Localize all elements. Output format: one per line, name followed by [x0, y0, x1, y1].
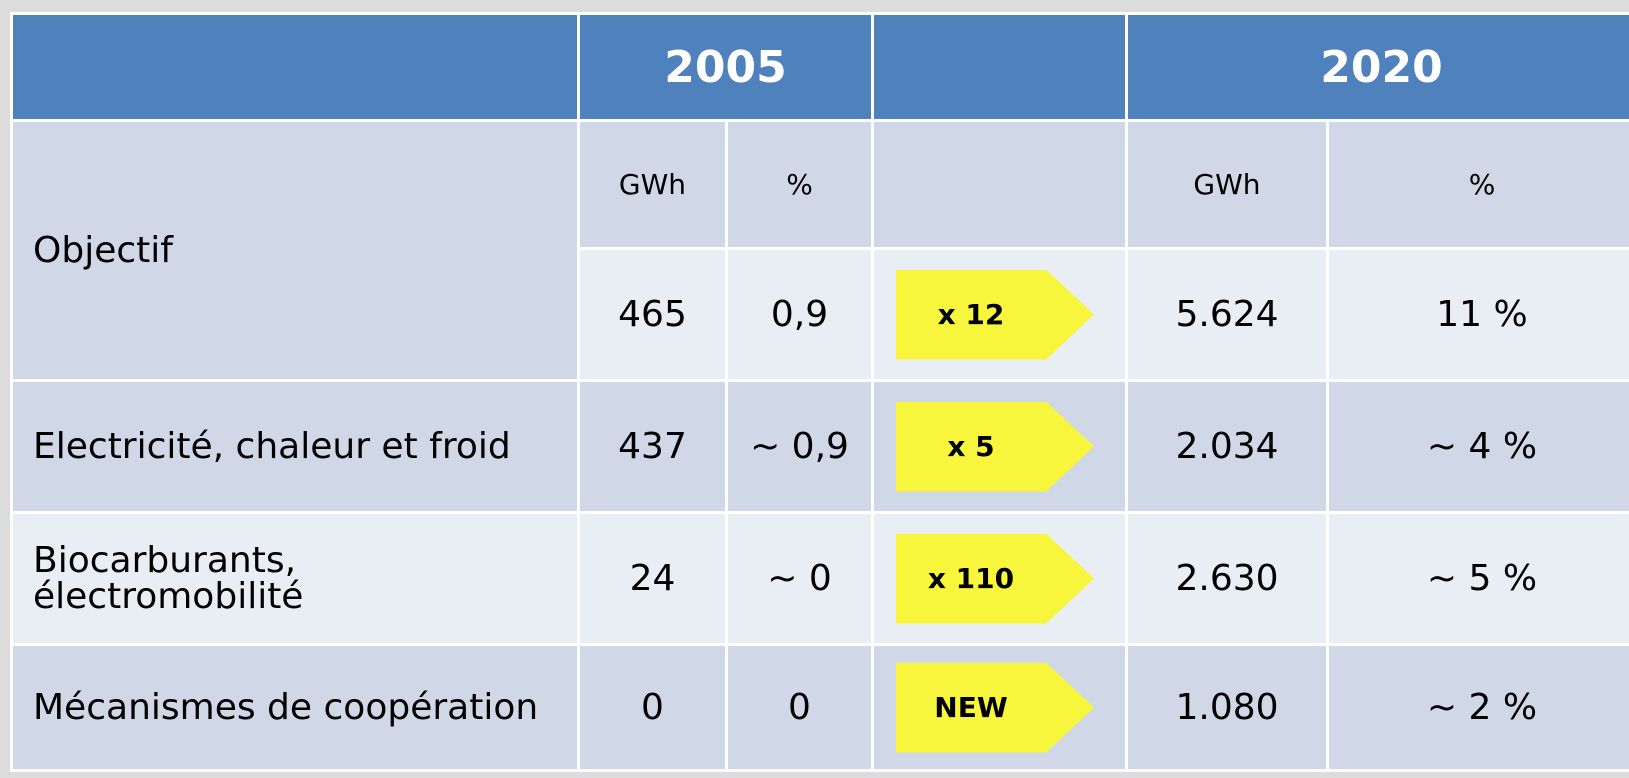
value-cell: 0,9 — [725, 247, 874, 382]
data-row: 465 0,9 x 12 5.624 11 % — [12, 247, 1629, 382]
value-cell: ~ 4 % — [1326, 379, 1629, 514]
value-cell: 0 — [725, 643, 874, 772]
data-row: Mécanismes de coopération 0 0 NEW 1.080 ~ 2 % — [10, 643, 1629, 772]
empty-cell — [871, 119, 1128, 250]
value-cell: 0 — [577, 643, 728, 772]
factor-arrow: x 12 — [896, 269, 1094, 360]
data-row: Electricité, chaleur et froid 437 ~ 0,9 x 5… — [10, 379, 1629, 514]
row-label: Mécanismes de coopération — [10, 643, 580, 772]
value-cell: 465 — [577, 247, 728, 382]
value-cell: ~ 0,9 — [725, 379, 874, 514]
value-cell: ~ 0 — [725, 511, 874, 646]
header-cell — [10, 12, 580, 122]
unit-cell: % — [725, 119, 874, 250]
factor-label: x 110 — [927, 562, 1015, 595]
value-cell: 437 — [577, 379, 728, 514]
header-cell — [871, 12, 1128, 122]
row-label: Electricité, chaleur et froid — [10, 379, 580, 514]
row-label: Objectif — [10, 119, 580, 382]
factor-label: NEW — [934, 691, 1008, 724]
row-label: Biocarburants, électromobilité — [10, 511, 580, 646]
factor-cell: x 12 — [871, 247, 1128, 382]
factor-arrow: NEW — [896, 662, 1094, 753]
units-row: Objectif GWh % GWh % — [10, 119, 1629, 382]
value-cell: 2.034 — [1125, 379, 1329, 514]
factor-label: x 5 — [947, 430, 995, 463]
factor-cell: x 5 — [871, 379, 1128, 514]
value-cell: 1.080 — [1125, 643, 1329, 772]
value-cell: 5.624 — [1125, 247, 1329, 382]
energy-table: 2005 2020 Objectif GWh % GWh % 465 0,9 x 1… — [10, 12, 1629, 772]
header-cell: 2020 — [1125, 12, 1629, 122]
value-cell: 2.630 — [1125, 511, 1329, 646]
factor-arrow: x 5 — [896, 401, 1094, 492]
value-cell: ~ 5 % — [1326, 511, 1629, 646]
factor-arrow: x 110 — [896, 533, 1094, 624]
factor-label: x 12 — [937, 298, 1005, 331]
value-cell: 11 % — [1326, 247, 1629, 382]
value-cell: ~ 2 % — [1326, 643, 1629, 772]
unit-cell: GWh — [1125, 119, 1329, 250]
table-body: 2005 2020 Objectif GWh % GWh % 465 0,9 x 1… — [10, 12, 1629, 772]
unit-cell: GWh — [577, 119, 728, 250]
data-row: Biocarburants, électromobilité 24 ~ 0 x 110… — [10, 511, 1629, 646]
table-container: 2005 2020 Objectif GWh % GWh % 465 0,9 x 1… — [10, 12, 1629, 778]
factor-cell: NEW — [871, 643, 1128, 772]
header-row: 2005 2020 — [10, 12, 1629, 122]
unit-cell: % — [1326, 119, 1629, 250]
factor-cell: x 110 — [871, 511, 1128, 646]
header-cell: 2005 — [577, 12, 874, 122]
value-cell: 24 — [577, 511, 728, 646]
